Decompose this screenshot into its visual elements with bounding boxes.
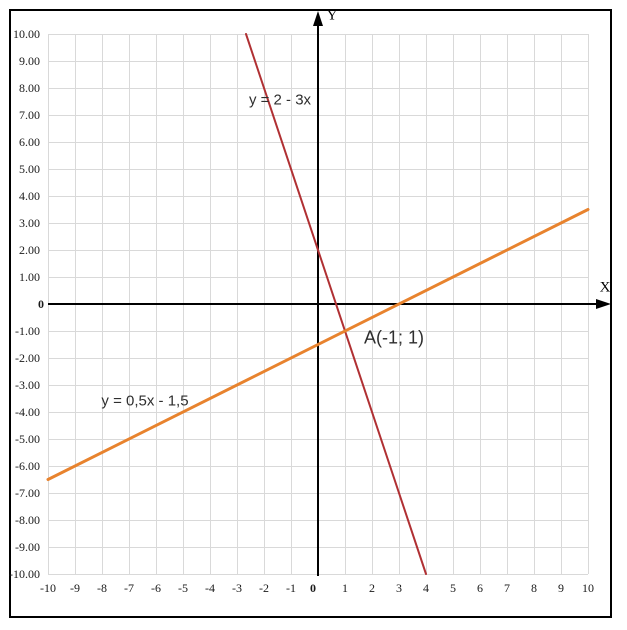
x-tick-label: 9 [558,581,564,595]
intersection-point-label: A(-1; 1) [363,327,425,348]
shallow-line-equation-label: y = 0,5x - 1,5 [101,392,189,410]
y-tick-label: -8.00 [15,513,40,527]
x-tick-label: 5 [450,581,456,595]
y-tick-label: 1.00 [19,270,40,284]
y-tick-label: 3.00 [19,216,40,230]
y-tick-label: -7.00 [15,486,40,500]
steep-line-equation-label: y = 2 - 3x [248,91,312,109]
x-tick-label: 6 [477,581,483,595]
y-tick-label: 8.00 [19,81,40,95]
y-tick-label: 4.00 [19,189,40,203]
y-tick-label: -1.00 [15,324,40,338]
y-tick-label: -4.00 [15,405,40,419]
y-tick-label: -9.00 [15,540,40,554]
x-tick-label: -5 [178,581,188,595]
x-tick-label: -1 [286,581,296,595]
x-tick-label: 1 [342,581,348,595]
series-line-steep-line [244,33,427,575]
y-tick-label: 0 [38,297,44,311]
y-tick-label: 6.00 [19,135,40,149]
y-tick-label: 2.00 [19,243,40,257]
x-tick-label: -8 [97,581,107,595]
x-tick-label: -9 [70,581,80,595]
y-tick-label: 5.00 [19,162,40,176]
x-tick-label: 3 [396,581,402,595]
y-tick-label: 9.00 [19,54,40,68]
y-tick-label: -2.00 [15,351,40,365]
x-tick-label: 4 [423,581,429,595]
x-tick-label: -3 [232,581,242,595]
x-tick-label: -2 [259,581,269,595]
x-tick-label: 7 [504,581,510,595]
y-tick-label: -3.00 [15,378,40,392]
x-axis-title: X [599,279,611,296]
y-axis-title: Y [326,7,338,24]
x-tick-label: 2 [369,581,375,595]
y-axis-arrow [313,11,323,26]
x-tick-label: -4 [205,581,215,595]
x-tick-label: -7 [124,581,134,595]
x-tick-label: 8 [531,581,537,595]
x-tick-label: 0 [310,581,316,595]
y-tick-label: -6.00 [15,459,40,473]
y-tick-label: 7.00 [19,108,40,122]
series-line-shallow-line [46,208,590,481]
chart-border [9,9,612,618]
x-tick-label: -6 [151,581,161,595]
x-tick-label: -10 [40,581,56,595]
x-tick-label: 10 [582,581,594,595]
y-tick-label: -10.00 [9,567,40,581]
y-tick-label: -5.00 [15,432,40,446]
y-tick-label: 10.00 [13,27,40,41]
x-axis-arrow [596,299,611,309]
